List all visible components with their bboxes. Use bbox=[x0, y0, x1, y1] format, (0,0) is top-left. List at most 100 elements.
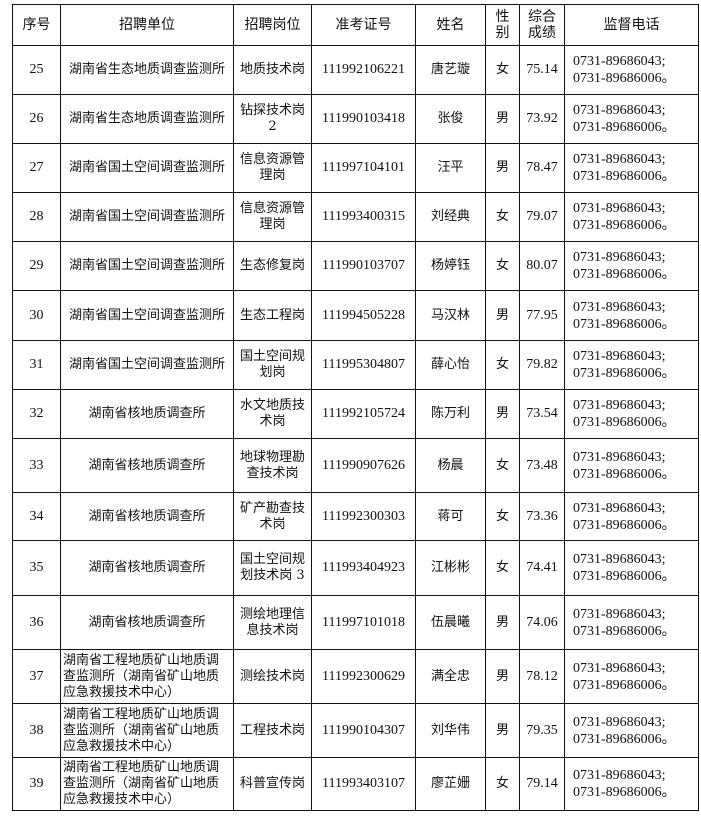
position: 矿产勘查技术岗 bbox=[233, 492, 312, 541]
total-score: 79.82 bbox=[519, 340, 565, 390]
phone-line: 0731-89686006。 bbox=[573, 517, 676, 533]
recruiting-unit: 湖南省国土空间调查监测所 bbox=[60, 290, 234, 341]
row-number: 27 bbox=[12, 143, 61, 193]
phone-line: 0731-89686043; bbox=[573, 299, 666, 315]
supervision-phone: 0731-89686043; 0731-89686006。 bbox=[564, 595, 699, 650]
header-score: 综合成绩 bbox=[519, 4, 565, 46]
candidate-name: 刘经典 bbox=[415, 192, 486, 242]
phone-line: 0731-89686006。 bbox=[573, 415, 676, 430]
row-number: 36 bbox=[12, 595, 61, 650]
total-score: 73.36 bbox=[519, 492, 565, 541]
table-row: 37 湖南省工程地质矿山地质调查监测所（湖南省矿山地质应急救援技术中心） 测绘技术岗… bbox=[12, 649, 699, 704]
phone-line: 0731-89686006。 bbox=[573, 120, 676, 135]
phone-line: 0731-89686006。 bbox=[573, 623, 676, 639]
phone-line: 0731-89686006。 bbox=[573, 677, 676, 693]
row-number: 25 bbox=[12, 45, 61, 95]
position: 科普宣传岗 bbox=[233, 757, 312, 811]
phone-line: 0731-89686006。 bbox=[573, 569, 676, 584]
exam-id: 111993400315 bbox=[311, 192, 416, 242]
total-score: 78.12 bbox=[519, 649, 565, 704]
supervision-phone: 0731-89686043; 0731-89686006。 bbox=[564, 649, 699, 704]
recruiting-unit: 湖南省核地质调查所 bbox=[60, 438, 234, 493]
recruiting-unit: 湖南省核地质调查所 bbox=[60, 492, 234, 541]
header-id: 准考证号 bbox=[311, 4, 416, 46]
supervision-phone: 0731-89686043; 0731-89686006。 bbox=[564, 703, 699, 758]
supervision-phone: 0731-89686043; 0731-89686006。 bbox=[564, 143, 699, 193]
supervision-phone: 0731-89686043; 0731-89686006。 bbox=[564, 290, 699, 341]
position: 信息资源管理岗 bbox=[233, 143, 312, 193]
phone-line: 0731-89686006。 bbox=[573, 267, 676, 282]
phone-line: 0731-89686043; bbox=[573, 552, 666, 567]
candidate-name: 蒋可 bbox=[415, 492, 486, 541]
phone-line: 0731-89686006。 bbox=[573, 785, 676, 800]
row-number: 37 bbox=[12, 649, 61, 704]
header-no: 序号 bbox=[12, 4, 61, 46]
gender: 男 bbox=[485, 703, 520, 758]
supervision-phone: 0731-89686043; 0731-89686006。 bbox=[564, 438, 699, 493]
exam-id: 111992106221 bbox=[311, 45, 416, 95]
exam-id: 111990103418 bbox=[311, 94, 416, 144]
gender: 女 bbox=[485, 192, 520, 242]
candidate-name: 廖芷姗 bbox=[415, 757, 486, 811]
gender: 男 bbox=[485, 290, 520, 341]
candidate-name: 陈万利 bbox=[415, 389, 486, 439]
table-row: 28 湖南省国土空间调查监测所 信息资源管理岗 111993400315 刘经典女 79.… bbox=[12, 192, 699, 242]
recruiting-unit: 湖南省生态地质调查监测所 bbox=[60, 45, 234, 95]
table-row: 30 湖南省国土空间调查监测所 生态工程岗 111994505228 马汉林男 77.95… bbox=[12, 290, 699, 341]
row-number: 28 bbox=[12, 192, 61, 242]
row-number: 32 bbox=[12, 389, 61, 439]
row-number: 30 bbox=[12, 290, 61, 341]
exam-id: 111997104101 bbox=[311, 143, 416, 193]
table-row: 29 湖南省国土空间调查监测所 生态修复岗 111990103707 杨婷钰女 80.07… bbox=[12, 241, 699, 291]
phone-line: 0731-89686043; bbox=[573, 201, 666, 216]
table-row: 27 湖南省国土空间调查监测所 信息资源管理岗 111997104101 汪平男 78.4… bbox=[12, 143, 699, 193]
exam-id: 111990103707 bbox=[311, 241, 416, 291]
recruiting-unit: 湖南省国土空间调查监测所 bbox=[60, 340, 234, 390]
total-score: 77.95 bbox=[519, 290, 565, 341]
recruiting-unit: 湖南省核地质调查所 bbox=[60, 389, 234, 439]
table-row: 32 湖南省核地质调查所 水文地质技术岗 111992105724 陈万利男 73.54 0… bbox=[12, 389, 699, 439]
header-name: 姓名 bbox=[415, 4, 486, 46]
candidate-name: 张俊 bbox=[415, 94, 486, 144]
phone-line: 0731-89686006。 bbox=[573, 169, 676, 184]
candidate-name: 江彬彬 bbox=[415, 540, 486, 596]
row-number: 34 bbox=[12, 492, 61, 541]
gender: 女 bbox=[485, 340, 520, 390]
total-score: 73.54 bbox=[519, 389, 565, 439]
gender: 女 bbox=[485, 241, 520, 291]
row-number: 33 bbox=[12, 438, 61, 493]
recruiting-unit: 湖南省国土空间调查监测所 bbox=[60, 143, 234, 193]
exam-id: 111993404923 bbox=[311, 540, 416, 596]
gender: 男 bbox=[485, 389, 520, 439]
supervision-phone: 0731-89686043; 0731-89686006。 bbox=[564, 94, 699, 144]
total-score: 74.06 bbox=[519, 595, 565, 650]
phone-line: 0731-89686043; bbox=[573, 349, 666, 364]
recruiting-unit: 湖南省工程地质矿山地质调查监测所（湖南省矿山地质应急救援技术中心） bbox=[60, 649, 234, 704]
row-number: 38 bbox=[12, 703, 61, 758]
position: 国土空间规划岗 bbox=[233, 340, 312, 390]
total-score: 73.92 bbox=[519, 94, 565, 144]
position: 钻探技术岗 2 bbox=[233, 94, 312, 144]
supervision-phone: 0731-89686043; 0731-89686006。 bbox=[564, 45, 699, 95]
phone-line: 0731-89686043; bbox=[573, 606, 666, 622]
table-row: 31 湖南省国土空间调查监测所 国土空间规划岗 111995304807 薛心怡女 79.… bbox=[12, 340, 699, 390]
gender: 女 bbox=[485, 492, 520, 541]
total-score: 79.35 bbox=[519, 703, 565, 758]
position: 地球物理勘查技术岗 bbox=[233, 438, 312, 493]
exam-id: 111992105724 bbox=[311, 389, 416, 439]
recruiting-unit: 湖南省工程地质矿山地质调查监测所（湖南省矿山地质应急救援技术中心） bbox=[60, 757, 234, 811]
supervision-phone: 0731-89686043; 0731-89686006。 bbox=[564, 389, 699, 439]
total-score: 74.41 bbox=[519, 540, 565, 596]
supervision-phone: 0731-89686043; 0731-89686006。 bbox=[564, 241, 699, 291]
phone-line: 0731-89686043; bbox=[573, 500, 666, 516]
header-unit: 招聘单位 bbox=[60, 4, 234, 46]
candidate-name: 伍晨曦 bbox=[415, 595, 486, 650]
exam-id: 111994505228 bbox=[311, 290, 416, 341]
exam-id: 111993403107 bbox=[311, 757, 416, 811]
candidate-name: 满全忠 bbox=[415, 649, 486, 704]
phone-line: 0731-89686043; bbox=[573, 768, 666, 783]
row-number: 31 bbox=[12, 340, 61, 390]
candidate-name: 唐艺璇 bbox=[415, 45, 486, 95]
supervision-phone: 0731-89686043; 0731-89686006。 bbox=[564, 540, 699, 596]
row-number: 26 bbox=[12, 94, 61, 144]
